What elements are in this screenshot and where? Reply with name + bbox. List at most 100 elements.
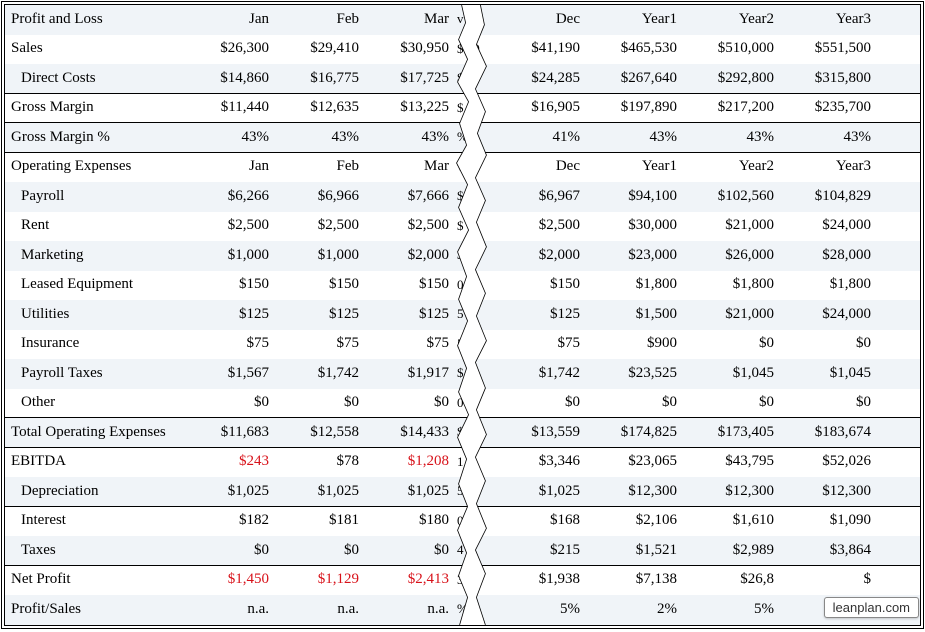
row-marketing: $ 0 [455, 241, 489, 271]
label-other: Other [5, 394, 185, 411]
cell: $1,500 [586, 306, 683, 323]
row-totop: $1 4 [455, 418, 489, 448]
row-other: 0 [455, 389, 489, 419]
row-gmpct: % [455, 123, 489, 153]
cell: $0 [365, 542, 455, 559]
row-utilities: 5 [455, 300, 489, 330]
cell: $2,000 [365, 247, 455, 264]
label-utilities: Utilities [5, 306, 185, 323]
cell: Feb [275, 158, 365, 175]
credit-badge: leanplan.com [824, 597, 919, 618]
cell: $12,300 [586, 483, 683, 500]
cell: $2,500 [275, 217, 365, 234]
cell: $104,829 [780, 188, 877, 205]
cell: $26,000 [683, 247, 780, 264]
cell: $94,100 [586, 188, 683, 205]
label-taxes: Taxes [5, 542, 185, 559]
row-payroll: $6,967$94,100$102,560$104,829 [489, 182, 920, 212]
cell: $12,635 [275, 99, 365, 116]
cell: $0 [275, 542, 365, 559]
cell: $150 [275, 276, 365, 293]
row-sales: Sales$26,300$29,410$30,950 [5, 35, 455, 65]
cell: Year1 [586, 158, 683, 175]
cell: $6,266 [185, 188, 275, 205]
cell: $1,567 [185, 365, 275, 382]
row-netprofit: $1,938$7,138$26,8$ [489, 566, 920, 596]
cell: $30,950 [365, 40, 455, 57]
cell: $6,966 [275, 188, 365, 205]
row-directcosts: Direct Costs$14,860$16,775$17,725 [5, 64, 455, 94]
cell: Year2 [683, 158, 780, 175]
label-hdr2: Operating Expenses [5, 158, 185, 175]
fragment-cell: $ 7 [455, 365, 489, 381]
cell: $7,666 [365, 188, 455, 205]
fragment-cell: 1 [455, 454, 489, 470]
row-depr: Depreciation$1,025$1,025$1,025 [5, 477, 455, 507]
cell: $24,000 [780, 306, 877, 323]
row-interest: Interest$182$181$180 [5, 507, 455, 537]
cell: $174,825 [586, 424, 683, 441]
row-sales: $41,190$465,530$510,000$551,500 [489, 35, 920, 65]
cell: 2% [586, 601, 683, 618]
cell: $243 [185, 453, 275, 470]
cell: $1,800 [683, 276, 780, 293]
cell: $1,129 [275, 571, 365, 588]
cell: Year2 [683, 11, 780, 28]
cell: $75 [275, 335, 365, 352]
cell: 5% [683, 601, 780, 618]
cell: $2,989 [683, 542, 780, 559]
fragment-cell: $ 5 [455, 100, 489, 116]
row-utilities: $125$1,500$21,000$24,000 [489, 300, 920, 330]
label-totop: Total Operating Expenses [5, 424, 185, 441]
cell: Jan [185, 158, 275, 175]
cell: $510,000 [683, 40, 780, 57]
fragment-cell: 0 [455, 513, 489, 529]
cell: n.a. [185, 601, 275, 618]
row-insurance: $75$900$0$0 [489, 330, 920, 360]
cell: $1,917 [365, 365, 455, 382]
cell: $1,938 [489, 571, 586, 588]
cell: $12,300 [780, 483, 877, 500]
cell: $23,525 [586, 365, 683, 382]
cell: $29,410 [275, 40, 365, 57]
row-payroll: Payroll$6,266$6,966$7,666 [5, 182, 455, 212]
cell: $12,558 [275, 424, 365, 441]
cell: $43,795 [683, 453, 780, 470]
cell: $78 [275, 453, 365, 470]
cell: $41,190 [489, 40, 586, 57]
label-gm: Gross Margin [5, 99, 185, 116]
cell: $14,860 [185, 70, 275, 87]
cell: $75 [185, 335, 275, 352]
row-marketing: Marketing$1,000$1,000$2,000 [5, 241, 455, 271]
cell: $465,530 [586, 40, 683, 57]
cell: $1,045 [780, 365, 877, 382]
row-other: Other$0$0$0 [5, 389, 455, 419]
cell: 43% [780, 129, 877, 146]
row-gm: $ 5 [455, 94, 489, 124]
fragment-cell: $ 0 [455, 218, 489, 234]
row-gmpct: Gross Margin %43%43%43% [5, 123, 455, 153]
cell: $0 [275, 394, 365, 411]
cell: 5% [489, 601, 586, 618]
row-utilities: Utilities$125$125$125 [5, 300, 455, 330]
row-payroll: $ 7 [455, 182, 489, 212]
row-netprofit: Net Profit$1,450$1,129$2,413 [5, 566, 455, 596]
cell: $1,800 [780, 276, 877, 293]
row-leased: Leased Equipment$150$150$150 [5, 271, 455, 301]
fragment-cell: $ 0 [455, 247, 489, 263]
cell: $26,300 [185, 40, 275, 57]
fragment-cell: 0 [455, 395, 489, 411]
fragment-cell: $3 0 [455, 41, 489, 57]
cell: $292,800 [683, 70, 780, 87]
cell: 43% [586, 129, 683, 146]
row-leased: 0 [455, 271, 489, 301]
cell: $0 [780, 394, 877, 411]
cell: $75 [365, 335, 455, 352]
cell: Dec [489, 158, 586, 175]
label-insurance: Insurance [5, 335, 185, 352]
row-rent: $ 0 [455, 212, 489, 242]
row-marketing: $2,000$23,000$26,000$28,000 [489, 241, 920, 271]
fragment-cell: % [455, 601, 489, 617]
row-hdr1: v [455, 5, 489, 35]
cell: $0 [185, 542, 275, 559]
